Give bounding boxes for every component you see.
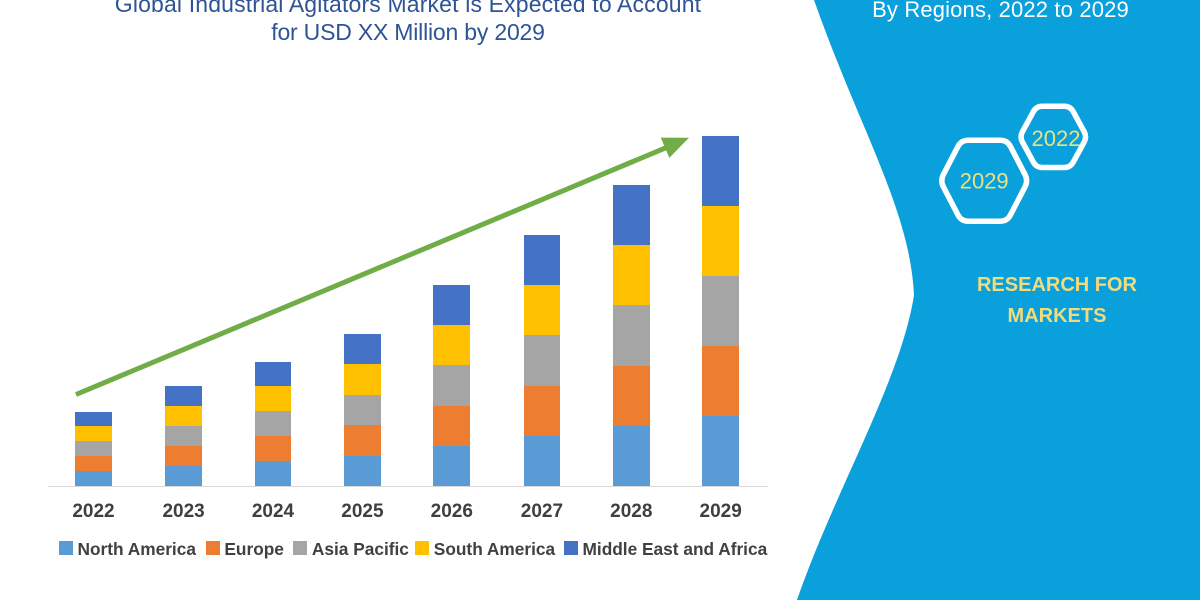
svg-text:2022: 2022 [1032, 126, 1081, 151]
svg-text:2029: 2029 [960, 169, 1009, 194]
